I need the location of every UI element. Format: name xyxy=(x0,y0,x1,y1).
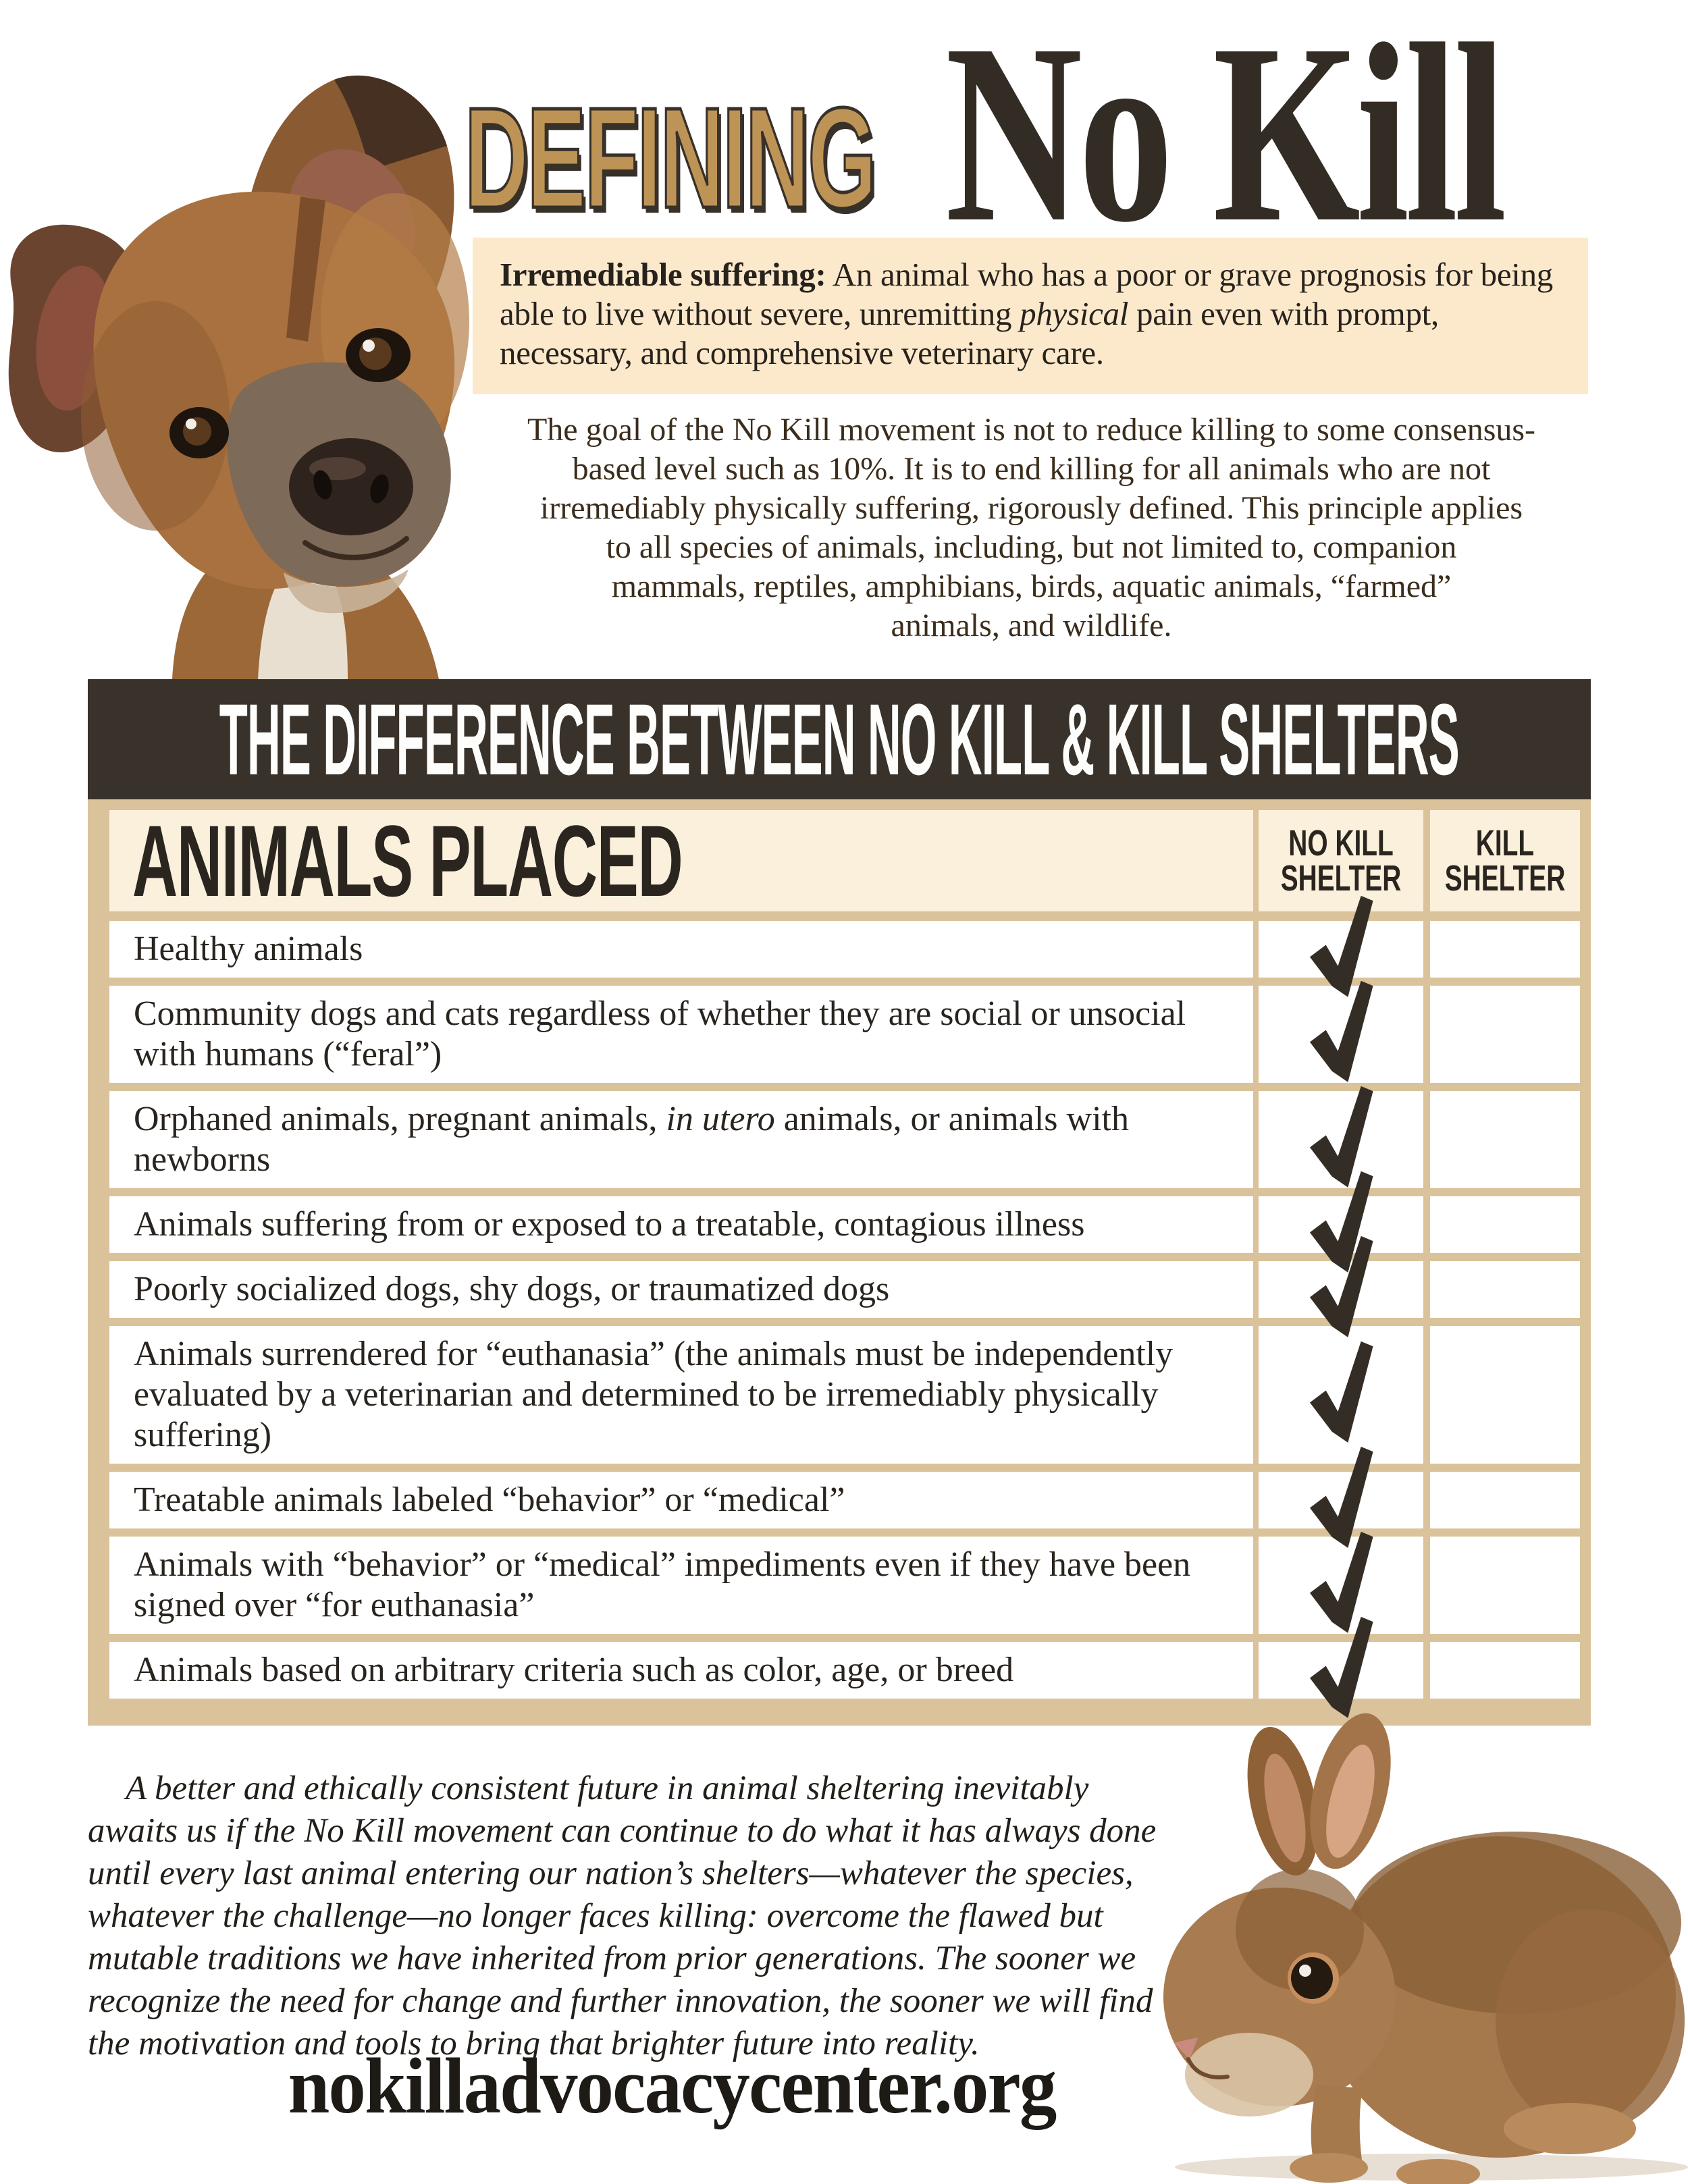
closing-paragraph: A better and ethically consistent future… xyxy=(88,1769,1157,2062)
no-kill-shelter-cell xyxy=(1259,1446,1423,1548)
intro-line: to all species of animals, including, bu… xyxy=(606,529,1457,565)
kill-shelter-cell xyxy=(1430,1472,1580,1528)
kill-shelter-cell xyxy=(1430,1261,1580,1318)
comparison-table: ANIMALS PLACED NO KILL SHELTER KILL SHEL… xyxy=(88,799,1591,1726)
table-row: Animals based on arbitrary criteria such… xyxy=(88,1616,1591,1718)
no-kill-shelter-cell xyxy=(1259,1531,1423,1634)
table-row: Orphaned animals, pregnant animals, in u… xyxy=(88,1086,1591,1188)
kill-shelter-cell xyxy=(1430,1091,1580,1188)
table-row: Healthy animals xyxy=(88,895,1591,997)
row-criteria-text: Orphaned animals, pregnant animals, in u… xyxy=(109,1091,1253,1188)
kill-shelter-cell xyxy=(1430,1642,1580,1699)
table-row: Animals surrendered for “euthanasia” (th… xyxy=(88,1326,1591,1464)
kill-shelter-cell xyxy=(1430,921,1580,978)
row-criteria-text: Animals based on arbitrary criteria such… xyxy=(109,1642,1253,1699)
dog-photo xyxy=(8,75,469,679)
table-row: Animals suffering from or exposed to a t… xyxy=(88,1171,1591,1273)
checkmark-icon xyxy=(1306,1067,1376,1206)
table-row: Animals with “behavior” or “medical” imp… xyxy=(88,1531,1591,1634)
checkmark-icon xyxy=(1306,962,1376,1101)
intro-line: irremediably physically suffering, rigor… xyxy=(539,490,1523,526)
intro-line: mammals, reptiles, amphibians, birds, aq… xyxy=(611,568,1452,604)
row-criteria-text: Healthy animals xyxy=(109,921,1253,978)
column-header-line: SHELTER xyxy=(1444,858,1566,899)
rabbit-photo xyxy=(1163,1713,1688,2184)
definition-text-2: pain even with prompt, necessary, and co… xyxy=(500,295,1439,371)
definition-box: Irremediable suffering: An animal who ha… xyxy=(473,238,1588,394)
column-header-kill-shelter: KILL SHELTER xyxy=(1430,810,1580,911)
no-kill-shelter-cell xyxy=(1259,1171,1423,1273)
section-banner-title: THE DIFFERENCE BETWEEN NO KILL & KILL SH… xyxy=(219,683,1460,796)
intro-line: The goal of the No Kill movement is not … xyxy=(527,412,1536,448)
section-banner: THE DIFFERENCE BETWEEN NO KILL & KILL SH… xyxy=(88,679,1591,799)
no-kill-shelter-cell xyxy=(1259,1086,1423,1188)
definition-text-1: An animal who has a poor or grave progno… xyxy=(500,256,1554,332)
checkmark-icon xyxy=(1306,1323,1376,1462)
table-row: Treatable animals labeled “behavior” or … xyxy=(88,1446,1591,1548)
checkmark-icon xyxy=(1306,1513,1376,1652)
no-kill-shelter-cell xyxy=(1259,1326,1423,1464)
kill-shelter-cell xyxy=(1430,1537,1580,1634)
row-criteria-text: Community dogs and cats regardless of wh… xyxy=(109,986,1253,1083)
kill-shelter-cell xyxy=(1430,1196,1580,1253)
intro-paragraph: The goal of the No Kill movement is not … xyxy=(473,410,1590,645)
table-rows: Healthy animals Community dogs and cats … xyxy=(88,895,1591,1718)
definition-italic-word: physical xyxy=(1020,295,1129,332)
kill-shelter-cell xyxy=(1430,1326,1580,1464)
no-kill-shelter-cell xyxy=(1259,1616,1423,1718)
row-criteria-text: Animals surrendered for “euthanasia” (th… xyxy=(109,1326,1253,1464)
definition-label: Irremediable suffering: xyxy=(500,256,826,293)
no-kill-shelter-cell xyxy=(1259,1235,1423,1337)
no-kill-title: No Kill xyxy=(945,0,1507,275)
row-criteria-text: Poorly socialized dogs, shy dogs, or tra… xyxy=(109,1261,1253,1318)
website-url: nokilladvocacycenter.org xyxy=(288,2042,1057,2130)
row-criteria-text: Animals suffering from or exposed to a t… xyxy=(109,1196,1253,1253)
row-criteria-text: Treatable animals labeled “behavior” or … xyxy=(109,1472,1253,1528)
row-criteria-text: Animals with “behavior” or “medical” imp… xyxy=(109,1537,1253,1634)
intro-line: animals, and wildlife. xyxy=(891,608,1172,643)
column-header-no-kill-shelter: NO KILL SHELTER xyxy=(1259,810,1423,911)
table-header-label: ANIMALS PLACED xyxy=(132,804,683,917)
intro-line: based level such as 10%. It is to end ki… xyxy=(572,451,1491,487)
column-header-line: KILL xyxy=(1475,823,1535,863)
table-header-animals-placed: ANIMALS PLACED xyxy=(109,810,1253,911)
no-kill-shelter-cell xyxy=(1259,895,1423,997)
table-row: Community dogs and cats regardless of wh… xyxy=(88,980,1591,1083)
no-kill-shelter-cell xyxy=(1259,980,1423,1083)
table-row: Poorly socialized dogs, shy dogs, or tra… xyxy=(88,1235,1591,1337)
kill-shelter-cell xyxy=(1430,986,1580,1083)
column-header-line: SHELTER xyxy=(1280,858,1402,899)
defining-title: DEFINING xyxy=(463,78,878,238)
column-header-line: NO KILL xyxy=(1288,823,1394,863)
